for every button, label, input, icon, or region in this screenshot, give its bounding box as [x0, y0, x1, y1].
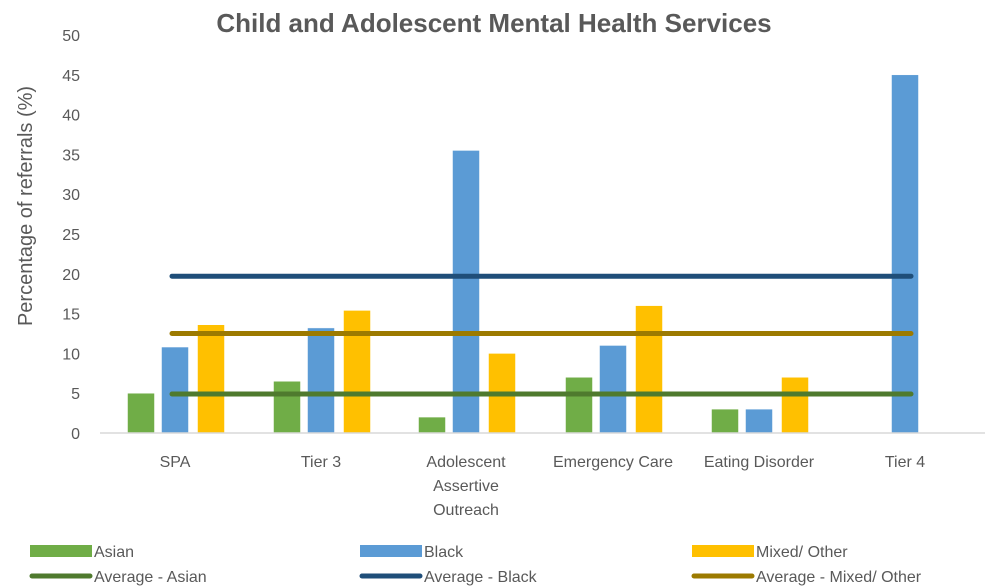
y-tick-label: 20	[62, 267, 80, 284]
y-tick-label: 15	[62, 307, 80, 324]
y-axis-label: Percentage of referrals (%)	[15, 86, 37, 326]
y-tick-label: 25	[62, 227, 80, 244]
x-tick-label: Eating Disorder	[704, 454, 815, 471]
x-tick-label: Tier 3	[301, 454, 341, 471]
legend-label: Asian	[94, 544, 134, 561]
legend-swatch	[360, 545, 422, 557]
average-lines	[169, 273, 914, 397]
legend-label: Average - Asian	[94, 569, 207, 586]
x-tick-label: SPA	[160, 454, 191, 471]
x-tick-label: Tier 4	[885, 454, 925, 471]
y-tick-label: 10	[62, 346, 80, 363]
legend-label: Mixed/ Other	[756, 544, 848, 561]
y-tick-label: 45	[62, 68, 80, 85]
legend-label: Average - Mixed/ Other	[756, 569, 922, 586]
bar-mixed-other-1	[343, 310, 371, 434]
bar-asian-4	[711, 408, 739, 434]
legend-swatch	[692, 545, 754, 557]
bar-asian-0	[127, 392, 155, 434]
y-axis-ticks: 0 5 10 15 20 25 30 35 40 45 50	[62, 28, 80, 443]
y-tick-label: 50	[62, 28, 80, 45]
bar-mixed-other-3	[635, 305, 663, 434]
y-tick-label: 35	[62, 147, 80, 164]
bar-asian-1	[273, 381, 301, 434]
x-tick-label: Outreach	[433, 502, 499, 519]
bar-asian-3	[565, 377, 593, 434]
x-tick-label: Assertive	[433, 478, 499, 495]
bar-black-5	[891, 74, 919, 434]
bar-black-4	[745, 408, 773, 434]
chart-title: Child and Adolescent Mental Health Servi…	[216, 8, 771, 38]
bar-black-1	[307, 327, 335, 434]
bar-asian-2	[418, 416, 446, 434]
y-tick-label: 30	[62, 187, 80, 204]
legend-label: Average - Black	[424, 569, 538, 586]
x-tick-label: Adolescent	[426, 454, 506, 471]
x-axis-labels: SPA Tier 3 Adolescent Assertive Outreach Emer…	[160, 454, 926, 519]
bar-black-3	[599, 345, 627, 434]
y-tick-label: 5	[71, 386, 80, 403]
bar-mixed-other-0	[197, 324, 225, 434]
legend: Asian Black Mixed/ Other Average - Asian Ave…	[29, 544, 922, 586]
bar-black-2	[452, 150, 480, 434]
legend-label: Black	[424, 544, 464, 561]
legend-swatch	[30, 545, 92, 557]
bar-black-0	[161, 346, 189, 434]
x-tick-label: Emergency Care	[553, 454, 673, 471]
bars	[127, 74, 919, 434]
y-tick-label: 0	[71, 426, 80, 443]
y-tick-label: 40	[62, 108, 80, 125]
bar-mixed-other-4	[781, 377, 809, 434]
